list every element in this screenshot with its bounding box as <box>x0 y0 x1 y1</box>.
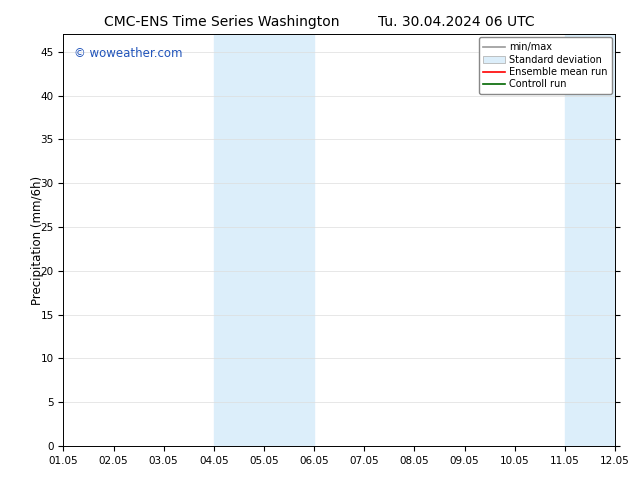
Text: CMC-ENS Time Series Washington: CMC-ENS Time Series Washington <box>104 15 340 29</box>
Legend: min/max, Standard deviation, Ensemble mean run, Controll run: min/max, Standard deviation, Ensemble me… <box>479 37 612 94</box>
Bar <box>214 34 314 446</box>
Y-axis label: Precipitation (mm/6h): Precipitation (mm/6h) <box>31 175 44 305</box>
Bar <box>565 34 634 446</box>
Text: © woweather.com: © woweather.com <box>74 47 183 60</box>
Text: Tu. 30.04.2024 06 UTC: Tu. 30.04.2024 06 UTC <box>378 15 535 29</box>
